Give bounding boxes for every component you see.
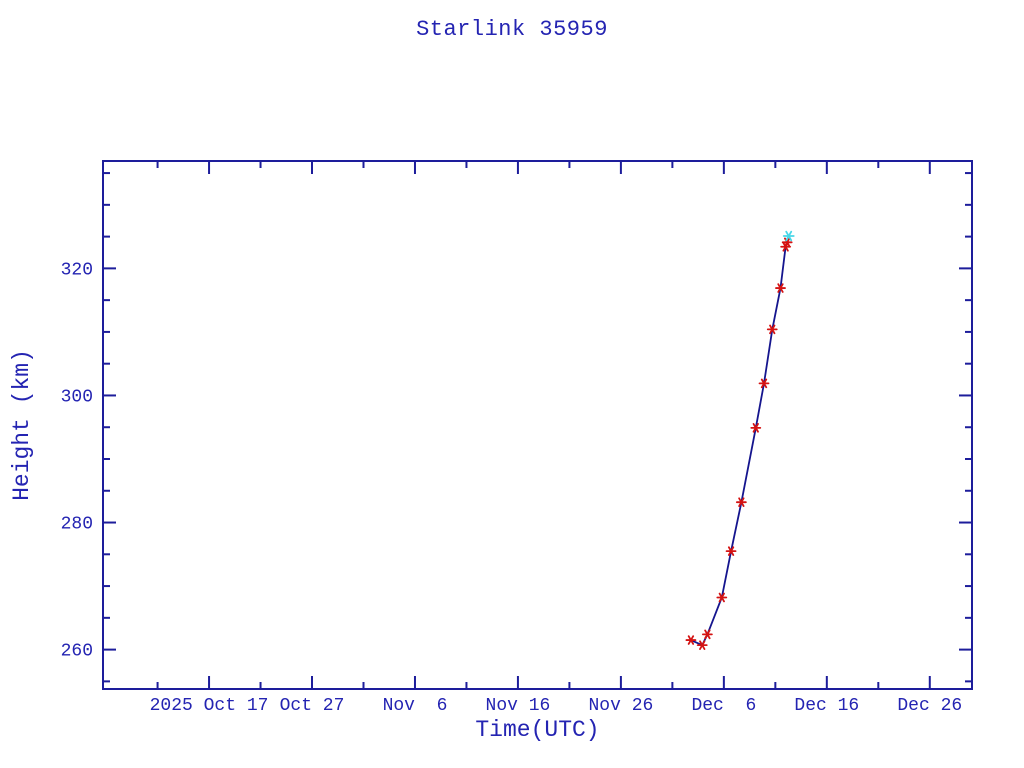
x-tick-label: Dec 26 xyxy=(897,696,962,716)
x-tick-label: Dec 16 xyxy=(794,696,859,716)
data-point-marker xyxy=(704,629,711,640)
data-point-marker xyxy=(718,592,725,603)
height-curve xyxy=(690,241,789,647)
x-tick-label: 2025 Oct 17 xyxy=(150,696,269,716)
x-tick-label: Nov 16 xyxy=(486,696,551,716)
data-point-marker xyxy=(738,497,745,507)
data-point-marker xyxy=(784,237,791,248)
y-tick-label: 260 xyxy=(61,642,93,662)
chart-title: Starlink 35959 xyxy=(416,17,608,42)
x-tick-label: Dec 6 xyxy=(691,696,756,716)
y-tick-label: 280 xyxy=(61,515,93,535)
data-point-marker xyxy=(760,378,768,389)
y-tick-label: 320 xyxy=(61,260,93,280)
plot-border xyxy=(102,160,973,690)
data-point-marker xyxy=(727,546,735,556)
x-axis-label: Time(UTC) xyxy=(475,717,600,743)
data-point-marker xyxy=(769,324,776,335)
data-point-marker xyxy=(752,423,759,433)
y-tick-label: 300 xyxy=(61,387,93,407)
data-point-marker xyxy=(687,635,695,645)
latest-point-marker xyxy=(785,230,793,242)
data-point-marker xyxy=(777,283,784,293)
x-tick-label: Nov 6 xyxy=(383,696,448,716)
x-tick-label: Oct 27 xyxy=(280,696,345,716)
data-point-marker xyxy=(699,640,706,650)
x-tick-label: Nov 26 xyxy=(588,696,653,716)
